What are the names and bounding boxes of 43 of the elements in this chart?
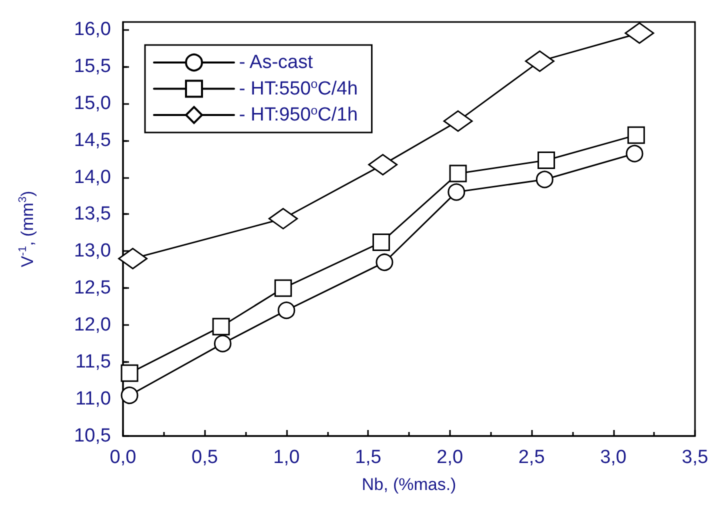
point <box>120 364 138 382</box>
x-tick-label: 3,5 <box>682 447 708 468</box>
y-tick-label: 11,5 <box>75 352 111 373</box>
x-tick-label: 1,0 <box>273 447 300 468</box>
point <box>118 248 148 270</box>
point <box>274 279 292 297</box>
x-tick-label: 2,5 <box>518 447 545 468</box>
y-tick-label: 16,0 <box>74 18 111 40</box>
x-tick-label: 1,5 <box>354 447 382 468</box>
y-axis-title: V-1, (mm3) <box>17 190 37 268</box>
y-tick-label: 11,0 <box>75 388 111 410</box>
point <box>624 22 654 44</box>
point <box>278 302 296 320</box>
point <box>626 144 644 162</box>
point <box>268 208 298 230</box>
point <box>214 334 232 352</box>
point <box>212 318 230 336</box>
point <box>368 154 398 176</box>
x-tick-label: 2,0 <box>436 447 464 468</box>
y-tick-label: 15,0 <box>74 92 111 114</box>
y-tick-label: 12,5 <box>74 278 111 299</box>
point <box>120 386 138 404</box>
point <box>372 234 390 252</box>
x-axis-title: Nb, (%mas.) <box>362 475 456 494</box>
point <box>376 254 394 272</box>
y-tick-label: 12,0 <box>74 314 111 336</box>
point <box>448 183 466 201</box>
point <box>449 164 467 182</box>
point <box>538 151 556 169</box>
y-tick-label: 14,0 <box>74 166 111 188</box>
point <box>524 50 554 72</box>
legend-label: - As-cast <box>239 52 314 73</box>
point <box>443 110 473 132</box>
y-tick-label: 10,5 <box>74 426 111 446</box>
y-tick-label: 14,5 <box>74 130 111 151</box>
y-tick-label: 15,5 <box>74 56 111 77</box>
point <box>627 126 645 144</box>
x-tick-label: 3,0 <box>600 447 626 468</box>
x-tick-label: 0,0 <box>110 447 136 468</box>
x-tick-label: 0,5 <box>192 447 218 468</box>
point <box>536 170 554 188</box>
y-tick-label: 13,5 <box>74 204 111 225</box>
y-tick-label: 13,0 <box>74 240 111 262</box>
